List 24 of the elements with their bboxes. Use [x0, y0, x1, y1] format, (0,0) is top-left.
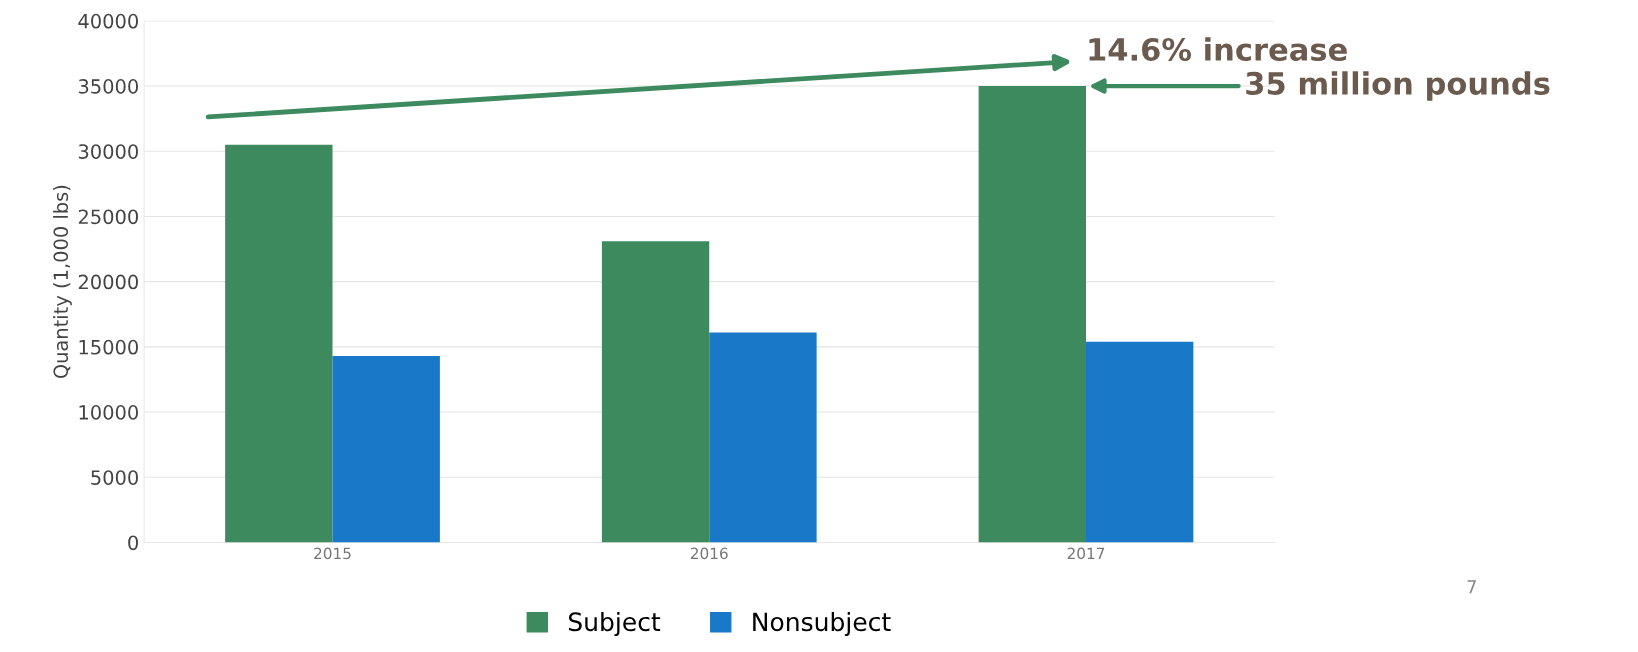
y-tick-label: 10000	[79, 405, 138, 420]
y-tick-label: 0	[128, 535, 138, 551]
x-tick-label: 2017	[1067, 547, 1105, 560]
y-tick-label: 5000	[91, 470, 138, 485]
bar	[1085, 341, 1194, 543]
bar	[225, 144, 333, 543]
bar	[332, 355, 440, 543]
x-tick-label: 2016	[690, 547, 728, 560]
y-tick-label: 35000	[78, 79, 138, 94]
x-tick-label: 2015	[314, 547, 351, 560]
text: 7	[1467, 580, 1476, 594]
annotation: 14.6% increase	[1089, 37, 1347, 62]
y-tick-label: 40000	[78, 13, 138, 29]
legend-label: Subject	[568, 611, 661, 637]
y-tick-label: 20000	[78, 274, 138, 290]
bar	[601, 241, 710, 543]
legend-label: Nonsubject	[753, 611, 891, 637]
y-tick-label: 15000	[79, 339, 138, 355]
annotation: 35 million pounds	[1246, 71, 1550, 101]
y-tick-label: 30000	[78, 144, 138, 159]
bar	[709, 332, 817, 543]
y-axis-title: Quantity (1,000 lbs)	[53, 185, 72, 379]
bar	[978, 86, 1086, 543]
y-tick-label: 25000	[78, 209, 138, 225]
